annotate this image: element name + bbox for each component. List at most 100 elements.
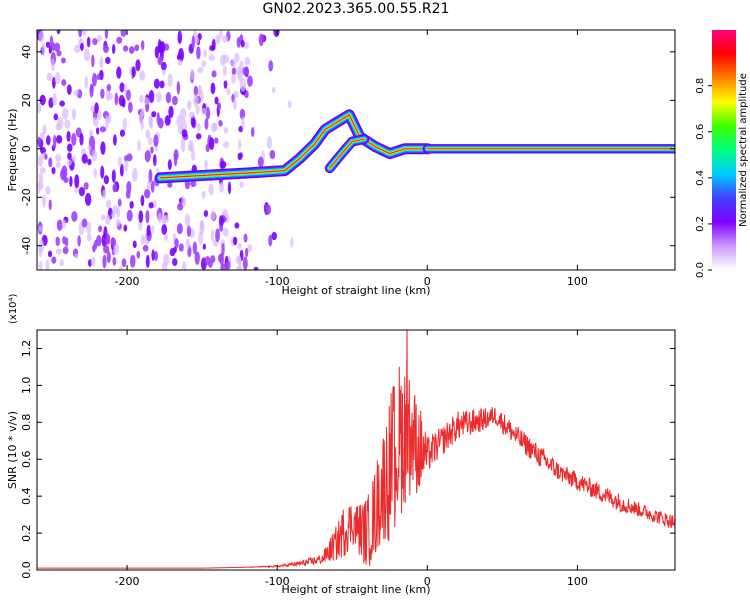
heatmap-cell: [210, 255, 216, 264]
heatmap-cell: [186, 100, 192, 110]
heatmap-cell: [158, 41, 165, 54]
heatmap-cell: [38, 245, 43, 258]
heatmap-cell: [82, 30, 87, 37]
heatmap-cell: [203, 49, 207, 58]
heatmap-cell: [197, 66, 204, 74]
heatmap-cell: [220, 263, 226, 270]
heatmap-cell: [117, 198, 122, 207]
heatmap-cell: [112, 183, 117, 193]
heatmap-cell: [83, 182, 89, 190]
heatmap-cell: [103, 44, 110, 54]
heatmap-cell: [238, 125, 243, 133]
heatmap-cell: [151, 111, 157, 118]
heatmap-cell: [78, 30, 83, 38]
heatmap-cell: [214, 96, 219, 105]
heatmap-cell: [52, 93, 57, 106]
heatmap-cell: [150, 180, 155, 193]
heatmap-cell: [171, 95, 178, 106]
heatmap-cell: [219, 225, 224, 232]
heatmap-cell: [223, 80, 228, 89]
y-tick-label: 1.0: [20, 377, 33, 395]
heatmap-cell: [241, 116, 245, 130]
heatmap-cell: [164, 115, 171, 126]
heatmap-cell: [232, 236, 238, 246]
heatmap-cell: [105, 56, 111, 65]
heatmap-cell: [145, 129, 151, 139]
heatmap-cell: [110, 237, 117, 247]
heatmap-cell: [146, 224, 151, 237]
heatmap-cell: [92, 116, 99, 127]
heatmap-cell: [210, 229, 215, 242]
heatmap-cell: [137, 139, 141, 152]
bottom-y-scale-label: (x10⁴): [8, 293, 19, 324]
heatmap-cell: [178, 243, 184, 252]
heatmap-cell: [116, 206, 121, 218]
heatmap-cell: [37, 181, 41, 195]
y-tick-label: 0.6: [20, 450, 33, 468]
heatmap-cell: [91, 54, 95, 68]
heatmap-cell: [114, 92, 119, 106]
heatmap-cell: [51, 256, 57, 264]
heatmap-cell: [204, 118, 209, 130]
heatmap-cell: [38, 261, 43, 270]
heatmap-cell: [104, 30, 109, 40]
x-tick-label: -100: [265, 275, 290, 288]
heatmap-cell: [247, 244, 253, 252]
heatmap-cell: [245, 247, 249, 258]
heatmap-cell: [120, 30, 127, 37]
heatmap-cell: [237, 243, 242, 250]
heatmap-cell: [140, 107, 145, 118]
heatmap-cell: [73, 89, 80, 96]
heatmap-cell: [115, 219, 121, 227]
heatmap-cell: [111, 169, 116, 183]
heatmap-cell: [197, 84, 203, 96]
heatmap-cell: [37, 102, 42, 114]
heatmap-cell: [72, 155, 76, 163]
heatmap-cell: [124, 160, 129, 172]
heatmap-cell: [161, 224, 168, 235]
heatmap-cell: [178, 47, 185, 62]
heatmap-cell: [124, 155, 128, 162]
heatmap-cell: [233, 90, 239, 99]
heatmap-cell: [119, 129, 126, 137]
ridge-band: [159, 114, 428, 179]
bottom-x-ticks: -200 -100 0 100: [115, 330, 588, 588]
heatmap-cell: [205, 107, 211, 120]
heatmap-cell: [235, 255, 242, 264]
heatmap-cell: [90, 256, 96, 267]
heatmap-cell: [215, 34, 221, 45]
heatmap-cell: [48, 199, 52, 211]
heatmap-cell: [221, 243, 225, 256]
heatmap-cell: [209, 44, 216, 51]
heatmap-cell: [86, 233, 92, 242]
heatmap-cell: [54, 42, 61, 52]
heatmap-cell: [222, 35, 228, 43]
y-tick-label: 0.8: [20, 414, 33, 432]
heatmap-cell: [37, 154, 43, 168]
heatmap-cell: [61, 79, 67, 86]
heatmap-cell: [41, 194, 47, 208]
heatmap-cell: [239, 78, 247, 92]
heatmap-cell: [59, 259, 64, 267]
heatmap-cell: [56, 219, 63, 231]
heatmap-cell: [119, 82, 125, 93]
heatmap-cell: [186, 225, 192, 238]
heatmap-cell: [67, 152, 72, 160]
heatmap-cell: [39, 94, 46, 106]
heatmap-cell: [61, 219, 67, 230]
heatmap-cell: [89, 83, 94, 93]
heatmap-cell: [59, 100, 65, 107]
heatmap-cell: [107, 92, 114, 100]
heatmap-cell: [250, 126, 255, 138]
heatmap-cell: [225, 260, 231, 270]
colorbar-gradient: [712, 30, 736, 270]
heatmap-cell: [89, 129, 94, 138]
heatmap-cell: [84, 76, 89, 90]
heatmap-cell: [165, 91, 172, 104]
heatmap-cell: [126, 180, 132, 194]
heatmap-ridge: [154, 109, 675, 184]
heatmap-cell: [122, 117, 127, 132]
heatmap-cell: [157, 56, 163, 66]
x-tick-label: 0: [424, 275, 431, 288]
heatmap-cell: [195, 105, 200, 115]
